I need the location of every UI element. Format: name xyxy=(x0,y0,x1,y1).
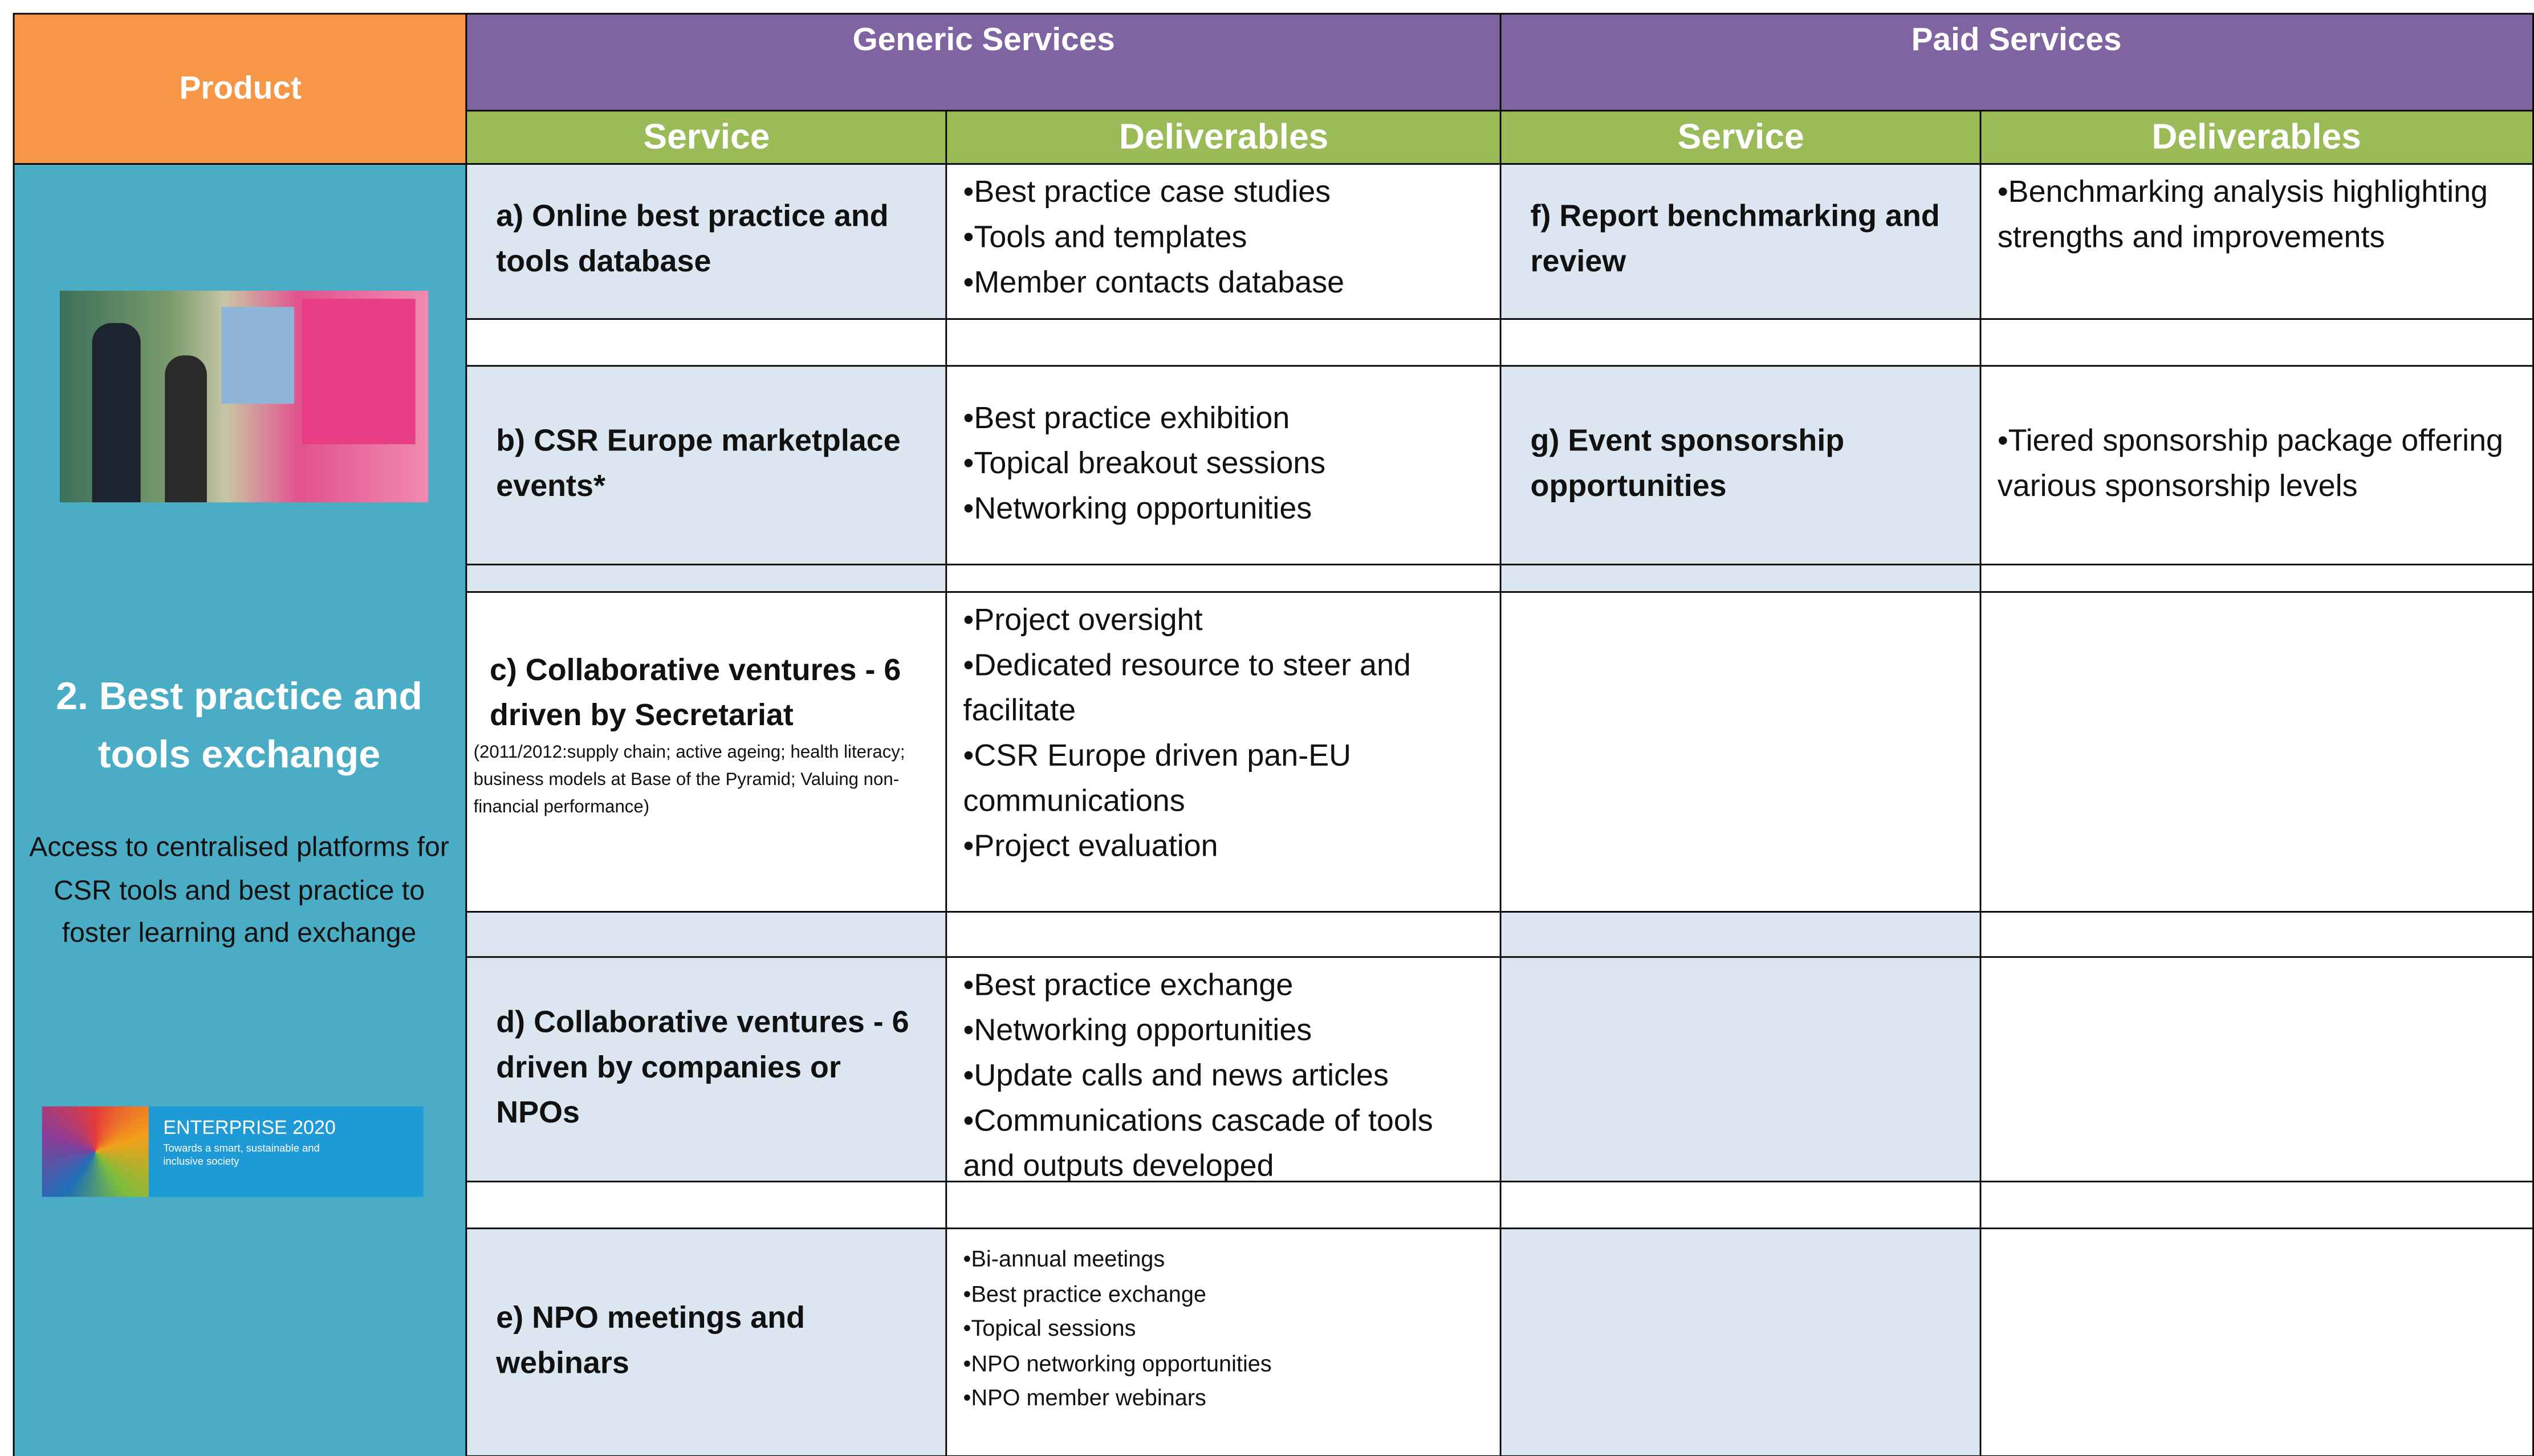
deliverables-cell: Best practice exchangeNetworking opportu… xyxy=(945,956,1502,1182)
spacer-cell xyxy=(945,1179,1502,1230)
spacer-cell xyxy=(1499,562,1982,594)
spacer-cell xyxy=(1499,1179,1982,1230)
deliverables-list: Tiered sponsorship package offering vari… xyxy=(1981,367,2531,563)
service-cell: c) Collaborative ventures - 6 driven by … xyxy=(465,591,948,912)
service-name: a) Online best practice and tools databa… xyxy=(496,201,889,280)
service-name: c) Collaborative ventures - 6 driven by … xyxy=(489,653,901,733)
service-cell: b) CSR Europe marketplace events* xyxy=(465,365,948,565)
deliverable: Topical breakout sessions xyxy=(963,442,1488,487)
spacer-cell xyxy=(945,316,1502,368)
paid-service-name: f) Report benchmarking and review xyxy=(1530,201,1940,280)
deliverable: Best practice case studies xyxy=(963,171,1488,216)
service-name: b) CSR Europe marketplace events* xyxy=(496,424,901,504)
product-photo xyxy=(59,290,429,503)
column-header: Deliverables xyxy=(1979,109,2533,166)
product-cell: 2. Best practice and tools exchange Acces… xyxy=(13,163,468,1456)
spacer-cell xyxy=(1979,1179,2533,1230)
spacer-cell xyxy=(1499,316,1982,368)
deliverables-cell: Best practice case studiesTools and temp… xyxy=(945,163,1502,319)
banner-title: ENTERPRISE 2020 xyxy=(163,1116,336,1139)
deliverable: Networking opportunities xyxy=(963,487,1488,532)
deliverable: Dedicated resource to steer and facilita… xyxy=(963,644,1488,735)
deliverable: Best practice exchange xyxy=(963,964,1488,1009)
paid-deliverables-cell xyxy=(1979,1227,2533,1456)
deliverable: Member contacts database xyxy=(963,262,1488,307)
service-cell: e) NPO meetings and webinars xyxy=(465,1227,948,1456)
paid-deliverables-cell xyxy=(1979,956,2533,1182)
paid-service-cell: f) Report benchmarking and review xyxy=(1499,163,1982,319)
deliverable: Bi-annual meetings xyxy=(963,1242,1488,1277)
deliverable: Tools and templates xyxy=(963,217,1488,262)
service-cell: a) Online best practice and tools databa… xyxy=(465,163,948,319)
banner: ENTERPRISE 2020 Towards a smart, sustaina… xyxy=(42,1106,424,1197)
photo-person xyxy=(165,355,207,503)
deliverable: Project evaluation xyxy=(963,825,1488,871)
deliverable: Project oversight xyxy=(963,599,1488,644)
deliverables-list: Best practice case studiesTools and temp… xyxy=(947,165,1500,307)
paid-deliverables-cell: Benchmarking analysis highlighting stren… xyxy=(1979,163,2533,319)
deliverable: Best practice exchange xyxy=(963,1277,1488,1312)
deliverable: NPO member webinars xyxy=(963,1381,1488,1416)
product-description: Access to centralised platforms for CSR … xyxy=(29,832,449,949)
column-header: Deliverables xyxy=(945,109,1502,166)
product-title: 2. Best practice and tools exchange xyxy=(56,675,422,777)
deliverables-cell: Project oversightDedicated resource to s… xyxy=(945,591,1502,912)
photo-panel xyxy=(221,307,294,404)
paid-service-cell xyxy=(1499,956,1982,1182)
deliverables-list: Project oversightDedicated resource to s… xyxy=(947,593,1500,871)
deliverable: Communications cascade of tools and outp… xyxy=(963,1100,1488,1180)
spacer-cell xyxy=(1979,909,2533,959)
spacer-cell xyxy=(1979,316,2533,368)
deliverable: CSR Europe driven pan-EU communications xyxy=(963,735,1488,825)
product-header: Product xyxy=(13,13,468,166)
service-cell: d) Collaborative ventures - 6 driven by … xyxy=(465,956,948,1182)
deliverable: Networking opportunities xyxy=(963,1010,1488,1055)
paid-deliverables-cell: Tiered sponsorship package offering vari… xyxy=(1979,365,2533,565)
photo-person xyxy=(92,323,141,503)
spacer-cell xyxy=(1979,562,2533,594)
service-note: (2011/2012:supply chain; active ageing; … xyxy=(473,742,905,817)
paid-service-name: g) Event sponsorship opportunities xyxy=(1530,424,1845,504)
column-header: Service xyxy=(465,109,948,166)
deliverable: Best practice exhibition xyxy=(963,397,1488,442)
deliverable: Tiered sponsorship package offering vari… xyxy=(1998,420,2519,510)
deliverable: NPO networking opportunities xyxy=(963,1347,1488,1381)
service-name: d) Collaborative ventures - 6 driven by … xyxy=(496,1006,909,1130)
spacer-cell xyxy=(465,1179,948,1230)
deliverables-cell: Best practice exhibitionTopical breakout… xyxy=(945,365,1502,565)
spacer-cell xyxy=(945,562,1502,594)
photo-panel xyxy=(302,299,416,445)
deliverables-list: Benchmarking analysis highlighting stren… xyxy=(1981,165,2531,262)
banner-subtitle: Towards a smart, sustainable and inclusi… xyxy=(163,1143,320,1168)
service-name: e) NPO meetings and webinars xyxy=(496,1301,806,1381)
deliverable: Update calls and news articles xyxy=(963,1055,1488,1100)
paid-service-cell xyxy=(1499,591,1982,912)
deliverable: Topical sessions xyxy=(963,1312,1488,1347)
paid-deliverables-cell xyxy=(1979,591,2533,912)
column-header: Service xyxy=(1499,109,1982,166)
spacer-cell xyxy=(1499,909,1982,959)
spacer-cell xyxy=(465,909,948,959)
deliverables-list: Best practice exhibitionTopical breakout… xyxy=(947,367,1500,563)
spacer-cell xyxy=(465,562,948,594)
paid-service-cell xyxy=(1499,1227,1982,1456)
generic-header: Generic Services xyxy=(465,13,1502,112)
spacer-cell xyxy=(945,909,1502,959)
deliverables-cell: Bi-annual meetingsBest practice exchange… xyxy=(945,1227,1502,1456)
deliverable: Benchmarking analysis highlighting stren… xyxy=(1998,171,2519,262)
banner-art xyxy=(42,1106,149,1197)
paid-header: Paid Services xyxy=(1499,13,2533,112)
deliverables-list: Bi-annual meetingsBest practice exchange… xyxy=(947,1229,1500,1416)
spacer-cell xyxy=(465,316,948,368)
deliverables-list: Best practice exchangeNetworking opportu… xyxy=(947,958,1500,1180)
paid-service-cell: g) Event sponsorship opportunities xyxy=(1499,365,1982,565)
